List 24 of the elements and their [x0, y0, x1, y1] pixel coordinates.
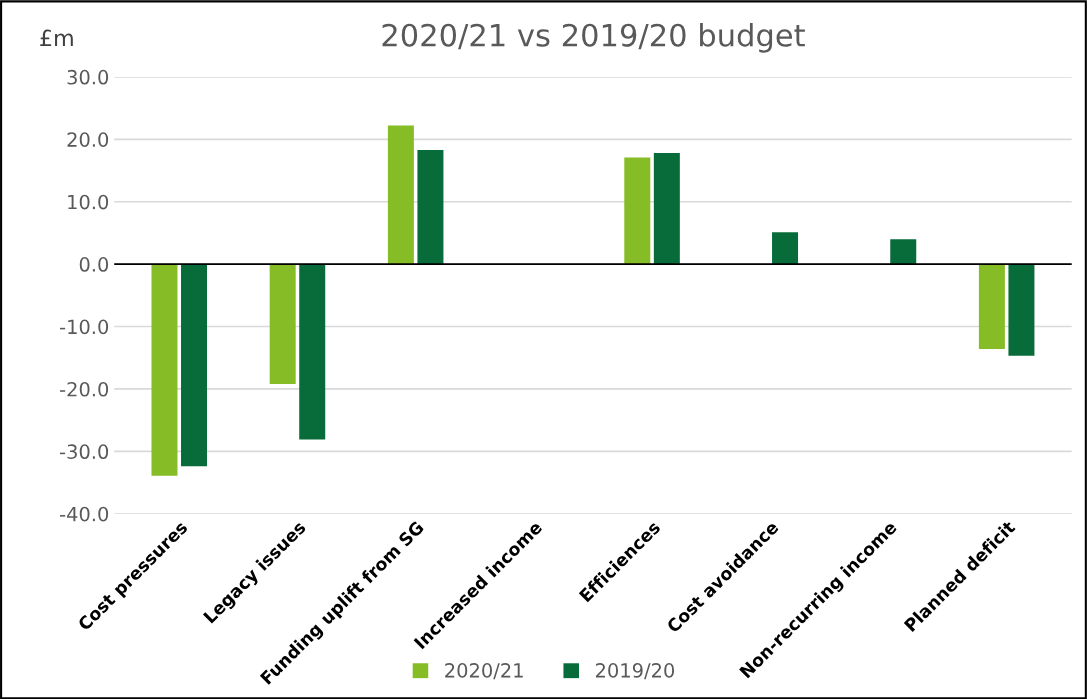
bar: [151, 264, 178, 476]
bar: [624, 157, 651, 265]
y-axis-title: £m: [40, 29, 73, 47]
bar: [978, 264, 1005, 349]
bar: [417, 149, 444, 265]
legend-label: 2019/20: [595, 663, 675, 680]
bar: [387, 125, 414, 265]
y-tick-label: -10.0: [60, 319, 109, 335]
bar: [653, 153, 680, 265]
bar: [772, 232, 799, 265]
y-tick-label: -30.0: [60, 444, 109, 460]
bar: [890, 239, 917, 265]
y-tick-label: 20.0: [67, 132, 109, 147]
legend-label: 2020/21: [445, 663, 523, 680]
y-tick-label: -40.0: [60, 506, 109, 522]
bar: [1008, 264, 1035, 356]
y-tick-label: 0.0: [79, 257, 109, 272]
chart-title: 2020/21 vs 2019/20 budget: [382, 23, 805, 53]
y-tick-label: 30.0: [67, 69, 109, 85]
bar: [299, 264, 326, 440]
y-tick-label: 10.0: [68, 194, 109, 210]
y-tick-label: -20.0: [60, 381, 109, 397]
bar: [269, 264, 296, 384]
bar: [181, 264, 208, 467]
